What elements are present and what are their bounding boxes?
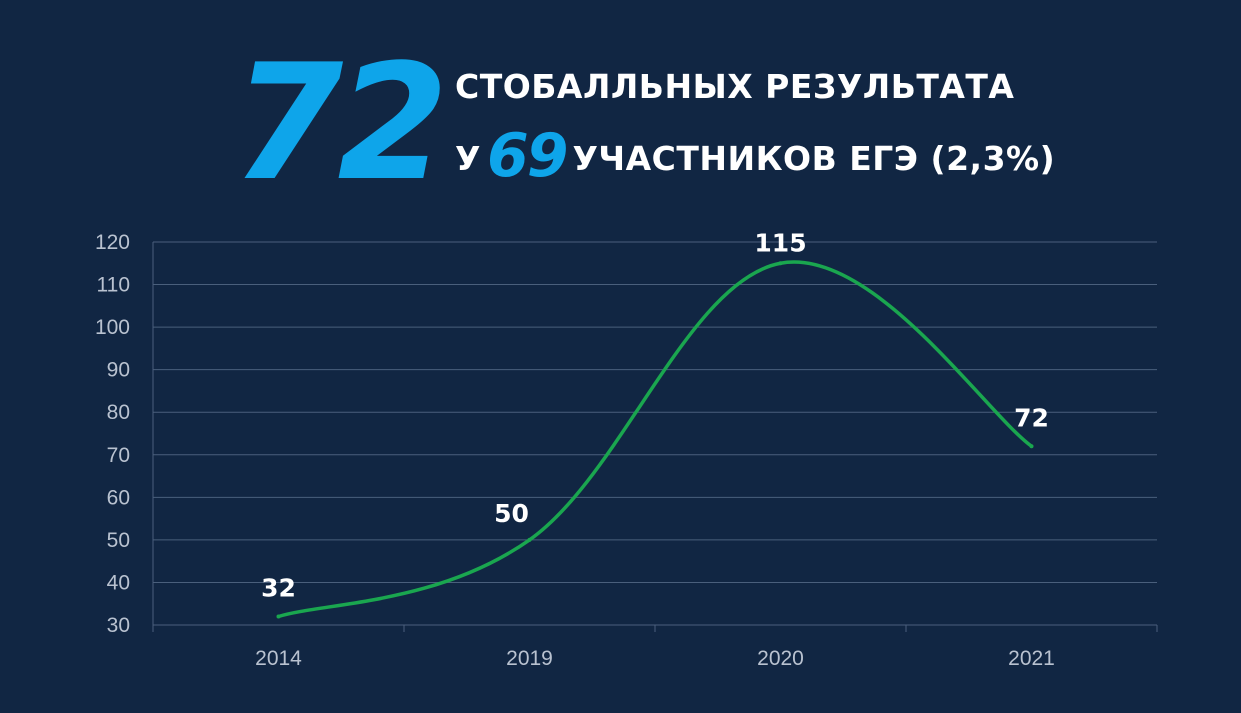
headline-line-2-suffix: УЧАСТНИКОВ ЕГЭ (2,3%) — [572, 139, 1056, 178]
series-line — [276, 260, 1034, 619]
y-tick-label-50: 50 — [107, 529, 130, 552]
y-tick-label-60: 60 — [107, 486, 130, 509]
headline: 72 СТОБАЛЛЬНЫХ РЕЗУЛЬТАТА У 69 УЧАСТНИКОВ … — [0, 0, 1241, 210]
y-tick-label-100: 100 — [95, 316, 130, 339]
headline-line-1: СТОБАЛЛЬНЫХ РЕЗУЛЬТАТА — [455, 67, 1015, 106]
headline-line-2-prefix: У — [455, 139, 481, 178]
data-label-2021: 72 — [1014, 403, 1049, 432]
y-tick-label-30: 30 — [107, 614, 130, 637]
headline-line-2: У 69 УЧАСТНИКОВ ЕГЭ (2,3%) — [455, 126, 1055, 189]
y-tick-label-80: 80 — [107, 401, 130, 424]
x-tick-label-2020: 2020 — [757, 647, 804, 670]
data-point-2019 — [527, 537, 532, 542]
y-tick-label-120: 120 — [95, 231, 130, 254]
y-tick-label-110: 110 — [97, 274, 130, 297]
x-tick-label-2021: 2021 — [1008, 647, 1055, 670]
y-tick-label-70: 70 — [107, 444, 130, 467]
data-label-2014: 32 — [261, 573, 296, 602]
y-tick-label-40: 40 — [107, 571, 130, 594]
x-tick-label-2014: 2014 — [255, 647, 302, 670]
data-point-2020 — [778, 261, 783, 266]
x-tick-label-2019: 2019 — [506, 647, 553, 670]
y-tick-label-90: 90 — [107, 359, 130, 382]
data-point-2014 — [276, 614, 281, 619]
data-label-2019: 50 — [494, 499, 529, 528]
headline-big-number: 72 — [232, 29, 449, 216]
headline-line-2-highlight: 69 — [486, 121, 568, 191]
data-point-2021 — [1029, 444, 1034, 449]
data-label-2020: 115 — [754, 228, 806, 257]
